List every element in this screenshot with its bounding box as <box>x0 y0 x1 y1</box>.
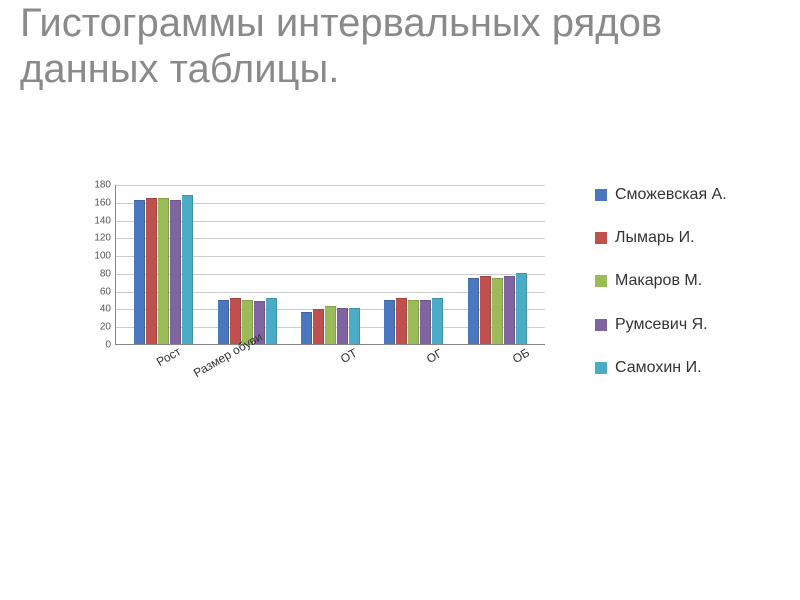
bar <box>266 298 277 344</box>
x-tick-label: Рост <box>154 344 183 369</box>
bar <box>301 312 312 344</box>
bar <box>480 276 491 344</box>
bar <box>349 308 360 344</box>
y-tick-label: 180 <box>94 180 116 191</box>
bar <box>134 200 145 344</box>
legend-label: Румсевич Я. <box>615 315 708 334</box>
x-axis-labels: РостРазмер обувиОТОГОБ <box>115 345 545 435</box>
legend-item: Макаров М. <box>595 271 785 290</box>
y-tick-label: 60 <box>100 286 116 297</box>
x-tick-label: ОБ <box>510 345 532 366</box>
y-tick-label: 160 <box>94 197 116 208</box>
bar <box>396 298 407 344</box>
legend-label: Сможевская А. <box>615 185 727 204</box>
legend-label: Самохин И. <box>615 358 702 377</box>
legend-swatch <box>595 275 607 287</box>
y-tick-label: 80 <box>100 268 116 279</box>
y-tick-label: 140 <box>94 215 116 226</box>
bar <box>325 306 336 344</box>
bar <box>468 278 479 344</box>
legend-label: Лымарь И. <box>615 228 695 247</box>
bar <box>420 300 431 344</box>
legend-label: Макаров М. <box>615 271 702 290</box>
bar <box>158 198 169 344</box>
bar <box>182 195 193 344</box>
bar-group <box>384 298 443 344</box>
bar <box>218 300 229 344</box>
page-title: Гистограммы интервальных рядов данных та… <box>20 0 800 92</box>
bar <box>504 276 515 344</box>
legend-swatch <box>595 232 607 244</box>
legend-swatch <box>595 189 607 201</box>
bar-group <box>134 195 193 344</box>
bar <box>313 309 324 344</box>
bar-chart: 020406080100120140160180 РостРазмер обув… <box>75 185 575 435</box>
bar-group <box>468 273 527 344</box>
y-tick-label: 120 <box>94 233 116 244</box>
y-tick-label: 20 <box>100 322 116 333</box>
x-tick-label: ОТ <box>338 345 359 365</box>
plot-area: 020406080100120140160180 <box>115 185 545 345</box>
legend-swatch <box>595 362 607 374</box>
bar <box>384 300 395 344</box>
x-tick-label: ОГ <box>424 346 445 366</box>
bar <box>408 300 419 344</box>
bar <box>230 298 241 344</box>
bar-group <box>301 306 360 344</box>
bar <box>432 298 443 344</box>
bar <box>170 200 181 344</box>
legend-item: Румсевич Я. <box>595 315 785 334</box>
bar-groups <box>116 185 545 344</box>
bar <box>337 308 348 344</box>
bar <box>492 278 503 344</box>
legend-item: Самохин И. <box>595 358 785 377</box>
legend-item: Сможевская А. <box>595 185 785 204</box>
legend-swatch <box>595 319 607 331</box>
legend-item: Лымарь И. <box>595 228 785 247</box>
y-tick-label: 100 <box>94 251 116 262</box>
y-tick-label: 40 <box>100 304 116 315</box>
legend: Сможевская А. Лымарь И. Макаров М. Румсевич… <box>595 185 785 401</box>
bar <box>516 273 527 344</box>
bar <box>146 198 157 344</box>
